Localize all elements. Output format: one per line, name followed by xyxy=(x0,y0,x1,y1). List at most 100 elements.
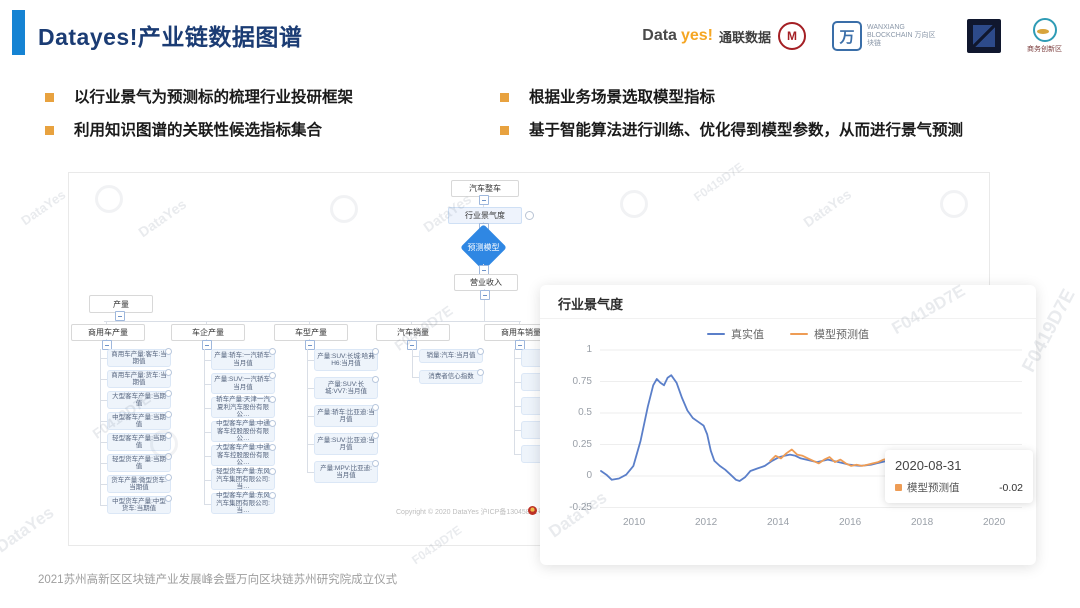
chart-title: 行业景气度 xyxy=(558,297,624,312)
wanxiang-glyph-icon: 万 xyxy=(832,21,862,51)
connector-line xyxy=(206,321,207,324)
flow-leaf-node[interactable]: 货车产量:微型货车:当期值 xyxy=(107,474,172,493)
flow-node-prosperity[interactable]: 行业景气度 xyxy=(448,207,522,224)
flow-leaf-node[interactable]: 产量:SUV:一汽轿车:当月值 xyxy=(211,372,276,394)
prosperity-chart-card: 行业景气度 真实值 模型预测值 2020-08-31 模型预测值 -0.02 1… xyxy=(540,285,1036,565)
copyright-text: Copyright © 2020 DataYes 沪ICP备13045831号 xyxy=(396,509,545,516)
connector-line xyxy=(514,406,521,407)
dark-logo-icon xyxy=(967,19,1001,53)
flow-leaf-node[interactable]: 产量:轿车:一汽轿车:当月值 xyxy=(211,348,276,370)
series-line[interactable] xyxy=(600,374,894,482)
dark-logo xyxy=(967,19,1001,53)
bullet-item: 根据业务场景选取模型指标 xyxy=(500,88,1060,107)
slide-footer: 2021苏州高新区区块链产业发展峰会暨万向区块链苏州研究院成立仪式 xyxy=(38,574,398,586)
x-axis-tick: 2016 xyxy=(839,517,862,528)
connector-line xyxy=(100,463,107,464)
watermark-text: DataYes xyxy=(18,186,69,229)
title-accent-bar xyxy=(12,10,25,55)
flow-group-header[interactable]: 商用车产量 xyxy=(71,324,145,341)
flow-leaf-node[interactable]: 产量:SUV:长城:VV7:当月值 xyxy=(314,376,379,399)
chart-legend: 真实值 模型预测值 xyxy=(540,326,1036,342)
connector-line xyxy=(514,349,515,454)
flow-leaf-node[interactable]: 轻型货车产量:东风汽车集团有限公司:当… xyxy=(211,468,276,490)
flow-leaf-node[interactable]: 轿车产量:天津一汽夏利汽车股份有限公… xyxy=(211,396,276,418)
watermark-text: DataYes xyxy=(0,502,58,557)
connector-line xyxy=(204,359,211,361)
innovation-logo-icon xyxy=(1032,18,1057,42)
flow-leaf-node[interactable]: 商用车产量:客车:当期值 xyxy=(107,348,172,367)
flow-leaf-node[interactable]: 商用车产量:货车:当期值 xyxy=(107,369,172,388)
connector-line xyxy=(100,505,107,506)
connector-line xyxy=(412,377,419,378)
bullet-square-icon xyxy=(45,93,54,102)
connector-line xyxy=(514,358,521,359)
flow-leaf-node[interactable]: 产量:SUV:比亚迪:当月值 xyxy=(314,432,379,455)
node-info-icon[interactable] xyxy=(525,211,534,220)
flow-leaf-node[interactable]: 中型客车产量:中通客车控股股份有限公… xyxy=(211,420,276,442)
connector-line xyxy=(514,454,521,455)
collapse-icon[interactable] xyxy=(202,340,212,350)
bullet-square-icon xyxy=(500,93,509,102)
flow-node-model-label: 预测模型 xyxy=(467,243,500,252)
flow-group-header[interactable]: 车型产量 xyxy=(274,324,348,341)
flow-leaf-node[interactable]: 大型客车产量:中通客车控股股份有限公… xyxy=(211,444,276,466)
legend-dash-icon xyxy=(707,332,725,336)
bullet-text: 基于智能算法进行训练、优化得到模型参数，从而进行景气预测 xyxy=(529,122,964,139)
collapse-icon[interactable] xyxy=(515,340,525,350)
collapse-icon[interactable] xyxy=(305,340,315,350)
connector-line xyxy=(204,431,211,433)
flow-group-header[interactable]: 车企产量 xyxy=(171,324,245,341)
connector-line xyxy=(307,472,314,473)
connector-line xyxy=(307,349,308,472)
collapse-icon[interactable] xyxy=(480,290,490,300)
x-axis-tick: 2018 xyxy=(911,517,934,528)
flow-leaf-node[interactable]: 轻型货车产量:当期值 xyxy=(107,453,172,472)
flow-leaf-node[interactable]: 产量:SUV:长城:哈弗H6:当月值 xyxy=(314,348,379,371)
legend-item[interactable]: 真实值 xyxy=(707,326,764,342)
connector-line xyxy=(412,356,419,357)
flow-leaf-node[interactable]: 中型货车产量:中型货车:当期值 xyxy=(107,495,172,514)
datayes-seal-icon: M xyxy=(778,22,806,50)
tooltip-date: 2020-08-31 xyxy=(895,458,962,473)
flow-leaf-node[interactable]: 产量:MPV:比亚迪:当月值 xyxy=(314,460,379,483)
connector-line xyxy=(307,416,314,417)
x-axis-tick: 2010 xyxy=(623,517,646,528)
flow-leaf-node[interactable]: 轻型客车产量:当期值 xyxy=(107,432,172,451)
connector-line xyxy=(307,360,314,361)
flow-leaf-node[interactable]: 产量:轿车:比亚迪:当月值 xyxy=(314,404,379,427)
connector-line xyxy=(309,321,310,324)
flow-leaf-node[interactable]: 中型客车产量:东风汽车集团有限公司:当… xyxy=(211,492,276,514)
connector-line xyxy=(204,407,211,409)
connector-line xyxy=(519,321,520,324)
bullet-text: 利用知识图谱的关联性候选指标集合 xyxy=(74,122,323,139)
flow-node-revenue[interactable]: 营业收入 xyxy=(454,274,518,291)
flow-leaf-node[interactable]: 销量:汽车:当月值 xyxy=(419,348,484,363)
tooltip-series-label: 模型预测值 xyxy=(907,482,960,494)
bullet-item: 以行业景气为预测标的梳理行业投研框架 xyxy=(45,88,495,107)
page-title: Datayes!产业链数据图谱 xyxy=(38,24,303,50)
connector-line xyxy=(100,400,107,401)
flow-group-header[interactable]: 汽车销量 xyxy=(376,324,450,341)
x-axis-tick: 2014 xyxy=(767,517,790,528)
bullet-item: 利用知识图谱的关联性候选指标集合 xyxy=(45,121,495,140)
connector-line xyxy=(106,321,107,324)
y-axis-tick: 0 xyxy=(586,470,592,481)
connector-line xyxy=(204,349,205,504)
flow-leaf-node[interactable]: 大型客车产量:当期值 xyxy=(107,390,172,409)
legend-item[interactable]: 模型预测值 xyxy=(790,326,869,342)
connector-line xyxy=(104,321,521,322)
flow-leaf-node[interactable]: 消费者信心指数 xyxy=(419,369,484,384)
connector-line xyxy=(204,503,211,505)
collapse-icon[interactable] xyxy=(479,195,489,205)
series-marker-icon xyxy=(895,484,902,491)
collapse-icon[interactable] xyxy=(115,311,125,321)
x-axis-tick: 2020 xyxy=(983,517,1006,528)
logo-row: Data yes! 通联数据 M 万 WANXIANG BLOCKCHAIN 万向区… xyxy=(642,12,1062,60)
flow-leaf-node[interactable]: 中型客车产量:当期值 xyxy=(107,411,172,430)
divider xyxy=(540,318,1036,319)
bullet-item: 基于智能算法进行训练、优化得到模型参数，从而进行景气预测 xyxy=(500,121,1060,140)
bullet-list-right: 根据业务场景选取模型指标 基于智能算法进行训练、优化得到模型参数，从而进行景气预… xyxy=(500,88,1060,154)
connector-line xyxy=(484,289,485,321)
chart-tooltip: 2020-08-31 模型预测值 -0.02 xyxy=(885,450,1033,503)
bullet-square-icon xyxy=(500,126,509,135)
